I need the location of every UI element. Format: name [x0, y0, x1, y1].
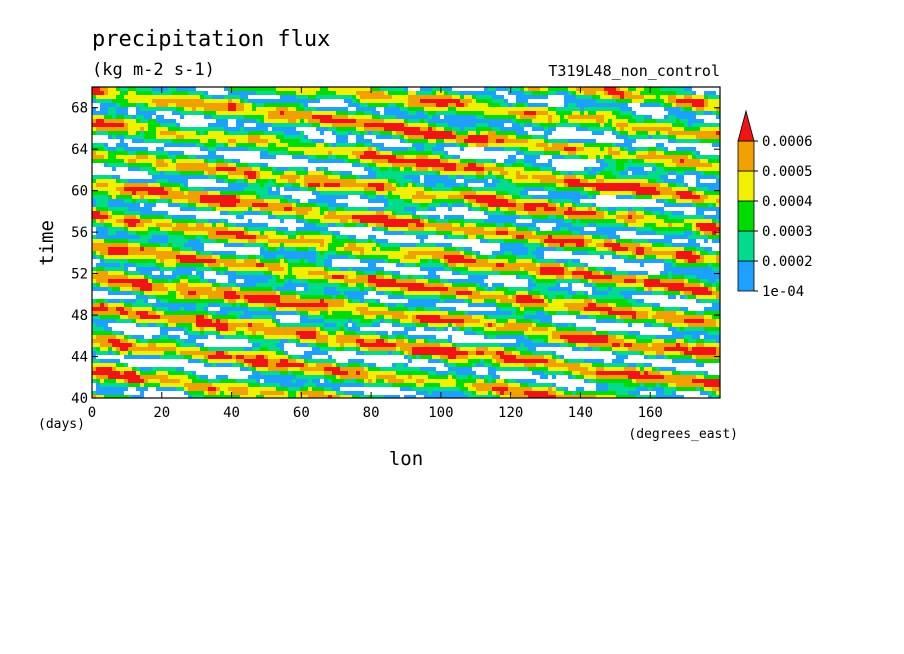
colorbar-label: 0.0002 [762, 254, 813, 270]
y-units: (days) [38, 417, 85, 432]
x-tick-label: 0 [88, 405, 96, 421]
y-tick-label: 52 [71, 267, 88, 283]
plot-frame [91, 86, 721, 399]
colorbar-extend-triangle [737, 109, 755, 142]
colorbar-segment [737, 170, 755, 202]
precip-level-1 [92, 87, 720, 398]
y-axis: 40 44 48 52 56 60 64 68 [71, 101, 720, 407]
x-axis: 0 20 40 60 80 100 120 140 160 [88, 87, 663, 421]
x-tick-label: 140 [568, 405, 593, 421]
x-tick-label: 160 [638, 405, 663, 421]
colorbar-label: 0.0005 [762, 164, 813, 180]
colorbar-segment [737, 200, 755, 232]
y-tick-label: 64 [71, 142, 88, 158]
precip-level-2 [92, 87, 720, 398]
colorbar-label: 1e-04 [762, 284, 804, 300]
x-units: (degrees_east) [628, 427, 738, 442]
y-tick-label: 44 [71, 350, 88, 366]
colorbar-segment [737, 260, 755, 292]
run-label: T319L48_non_control [548, 62, 720, 80]
chart-title: precipitation flux [92, 27, 330, 52]
y-tick-label: 68 [71, 101, 88, 117]
colorbar-label: 0.0004 [762, 194, 813, 210]
y-axis-label: time [36, 220, 58, 266]
x-tick-label: 20 [153, 405, 170, 421]
y-tick-label: 56 [71, 225, 88, 241]
x-tick-label: 120 [498, 405, 523, 421]
precip-level-3 [92, 87, 720, 398]
y-tick-label: 40 [71, 391, 88, 407]
x-tick-label: 60 [293, 405, 310, 421]
x-tick-label: 40 [223, 405, 240, 421]
x-axis-label: lon [389, 448, 423, 470]
x-tick-label: 100 [428, 405, 453, 421]
y-tick-label: 48 [71, 308, 88, 324]
x-tick-label: 80 [363, 405, 380, 421]
plot-area [92, 87, 720, 398]
colorbar: 1e-04 0.0002 0.0003 0.0004 0.0005 0.0006 [737, 109, 813, 300]
colorbar-segment [737, 140, 755, 172]
colorbar-segment [737, 230, 755, 262]
y-tick-label: 60 [71, 184, 88, 200]
colorbar-label: 0.0003 [762, 224, 813, 240]
colorbar-label: 0.0006 [762, 134, 813, 150]
precip-level-4 [92, 87, 720, 398]
chart-units: (kg m-2 s-1) [92, 60, 215, 80]
